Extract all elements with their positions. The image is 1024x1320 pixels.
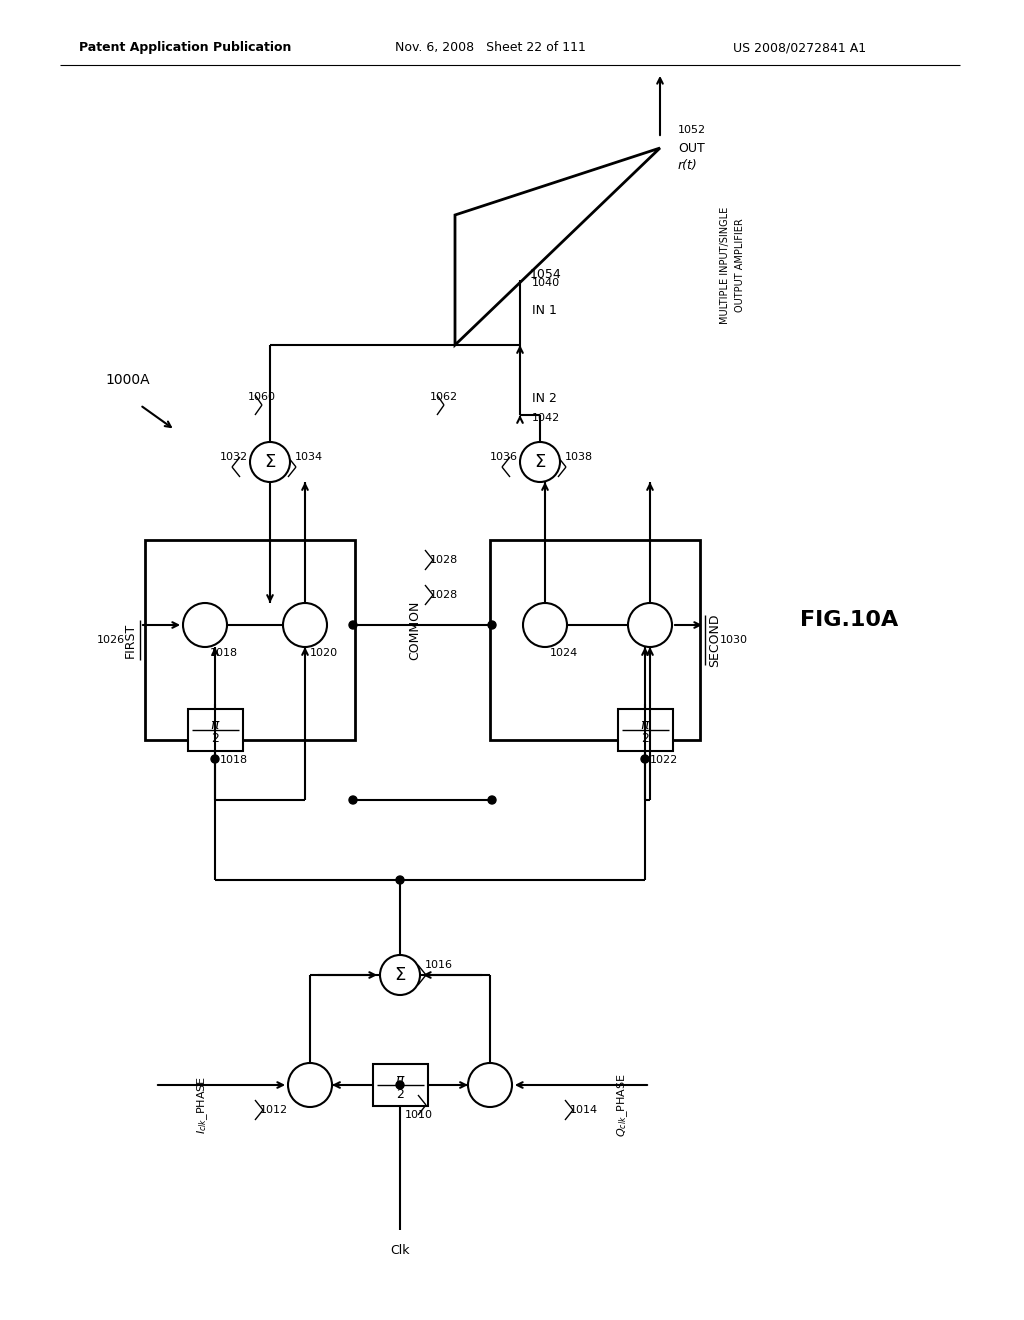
Text: $\Sigma$: $\Sigma$ bbox=[534, 453, 546, 471]
Circle shape bbox=[250, 442, 290, 482]
Text: $\pi$: $\pi$ bbox=[210, 718, 220, 733]
Text: $\Sigma$: $\Sigma$ bbox=[264, 453, 276, 471]
Text: $\pi$: $\pi$ bbox=[394, 1073, 406, 1086]
Text: OUT: OUT bbox=[678, 141, 705, 154]
Text: $Q_{clk}$_PHASE: $Q_{clk}$_PHASE bbox=[615, 1073, 630, 1137]
Circle shape bbox=[283, 603, 327, 647]
Text: 1060: 1060 bbox=[248, 392, 276, 403]
Text: COMMON: COMMON bbox=[409, 601, 422, 660]
Circle shape bbox=[641, 755, 649, 763]
Text: 1014: 1014 bbox=[570, 1105, 598, 1115]
Text: 1022: 1022 bbox=[650, 755, 678, 766]
Bar bbox=[490, 540, 700, 741]
Bar bbox=[145, 540, 355, 741]
Text: 1054: 1054 bbox=[530, 268, 562, 281]
Text: 1000A: 1000A bbox=[105, 374, 150, 387]
Text: IN 2: IN 2 bbox=[532, 392, 557, 404]
Circle shape bbox=[288, 1063, 332, 1107]
Text: 2: 2 bbox=[211, 733, 219, 746]
Text: 1042: 1042 bbox=[532, 413, 560, 422]
Circle shape bbox=[349, 796, 357, 804]
Text: 1032: 1032 bbox=[220, 451, 248, 462]
Text: FIRST: FIRST bbox=[124, 622, 137, 657]
Text: 1010: 1010 bbox=[406, 1110, 433, 1119]
Text: 1052: 1052 bbox=[678, 125, 707, 135]
Circle shape bbox=[349, 620, 357, 630]
Text: 1040: 1040 bbox=[532, 279, 560, 288]
Text: $I_{clk}$_PHASE: $I_{clk}$_PHASE bbox=[196, 1076, 210, 1134]
Circle shape bbox=[183, 603, 227, 647]
Text: $\Sigma$: $\Sigma$ bbox=[394, 966, 407, 983]
Text: US 2008/0272841 A1: US 2008/0272841 A1 bbox=[733, 41, 866, 54]
Circle shape bbox=[396, 1081, 404, 1089]
Text: 1024: 1024 bbox=[550, 648, 579, 657]
Circle shape bbox=[468, 1063, 512, 1107]
Text: Nov. 6, 2008   Sheet 22 of 111: Nov. 6, 2008 Sheet 22 of 111 bbox=[394, 41, 586, 54]
Text: Patent Application Publication: Patent Application Publication bbox=[79, 41, 291, 54]
Text: 1030: 1030 bbox=[720, 635, 748, 645]
Text: MULTIPLE INPUT/SINGLE: MULTIPLE INPUT/SINGLE bbox=[720, 206, 730, 323]
Text: Clk: Clk bbox=[390, 1243, 410, 1257]
Bar bbox=[617, 709, 673, 751]
Text: 1028: 1028 bbox=[430, 554, 459, 565]
Text: FIG.10A: FIG.10A bbox=[800, 610, 898, 630]
Text: 1012: 1012 bbox=[260, 1105, 288, 1115]
Circle shape bbox=[211, 755, 219, 763]
Text: SECOND: SECOND bbox=[708, 614, 721, 667]
Text: 1020: 1020 bbox=[310, 648, 338, 657]
Circle shape bbox=[396, 876, 404, 884]
Text: r(t): r(t) bbox=[678, 158, 697, 172]
Circle shape bbox=[520, 442, 560, 482]
Circle shape bbox=[380, 954, 420, 995]
Text: 1016: 1016 bbox=[425, 960, 453, 970]
Text: OUTPUT AMPLIFIER: OUTPUT AMPLIFIER bbox=[735, 218, 745, 312]
Text: 1018: 1018 bbox=[220, 755, 248, 766]
Bar bbox=[373, 1064, 427, 1106]
Text: 1038: 1038 bbox=[565, 451, 593, 462]
Text: 1028: 1028 bbox=[430, 590, 459, 601]
Text: 1036: 1036 bbox=[490, 451, 518, 462]
Text: 1034: 1034 bbox=[295, 451, 324, 462]
Circle shape bbox=[628, 603, 672, 647]
Text: IN 1: IN 1 bbox=[532, 304, 557, 317]
Text: 2: 2 bbox=[396, 1088, 403, 1101]
Circle shape bbox=[523, 603, 567, 647]
Text: 1018: 1018 bbox=[210, 648, 239, 657]
Text: 2: 2 bbox=[641, 733, 649, 746]
Circle shape bbox=[488, 620, 496, 630]
Text: 1062: 1062 bbox=[430, 392, 458, 403]
Bar bbox=[187, 709, 243, 751]
Text: $\pi$: $\pi$ bbox=[640, 718, 650, 733]
Circle shape bbox=[488, 796, 496, 804]
Text: 1026: 1026 bbox=[97, 635, 125, 645]
